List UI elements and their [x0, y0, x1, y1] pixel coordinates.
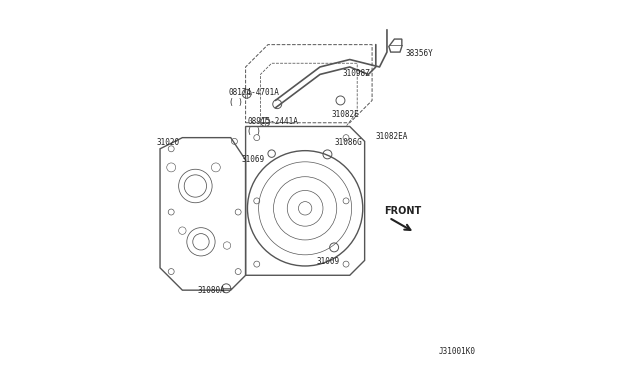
Text: 31082E: 31082E: [331, 110, 359, 119]
Text: J31001K0: J31001K0: [439, 347, 476, 356]
Text: FRONT: FRONT: [384, 206, 421, 216]
Text: 31069: 31069: [242, 155, 265, 164]
Text: 31009: 31009: [316, 257, 339, 266]
Text: 31086G: 31086G: [335, 138, 363, 147]
Text: 31080A: 31080A: [197, 286, 225, 295]
Text: 31082EA: 31082EA: [376, 132, 408, 141]
Text: 31098Z: 31098Z: [342, 69, 370, 78]
Text: 38356Y: 38356Y: [406, 49, 433, 58]
Text: 08915-2441A
( ): 08915-2441A ( ): [248, 117, 298, 136]
Text: 08174-4701A
( ): 08174-4701A ( ): [229, 88, 280, 107]
Text: 31020: 31020: [156, 138, 179, 147]
